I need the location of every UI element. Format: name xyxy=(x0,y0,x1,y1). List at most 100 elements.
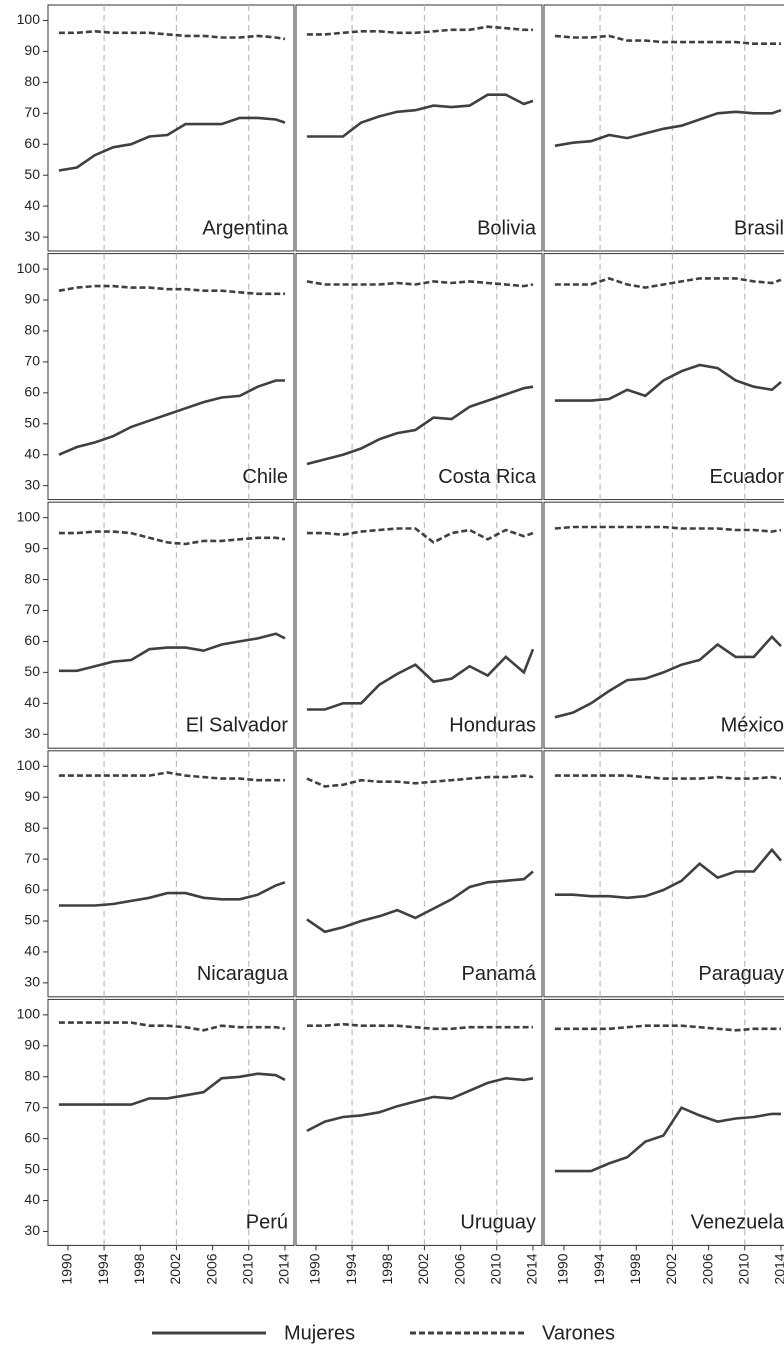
y-tick-label: 80 xyxy=(24,570,40,586)
y-tick-label: 80 xyxy=(24,819,40,835)
series-line xyxy=(306,93,534,138)
x-tick-label: 1994 xyxy=(343,1253,359,1284)
y-tick-label: 40 xyxy=(24,197,40,213)
series-line xyxy=(306,774,534,788)
series-line xyxy=(58,116,286,172)
series-line xyxy=(554,1106,781,1173)
y-tick-label: 50 xyxy=(24,663,40,679)
x-tick-label: 1994 xyxy=(95,1253,111,1284)
x-tick-label: 1990 xyxy=(307,1253,323,1284)
y-tick-label: 70 xyxy=(24,353,40,369)
y-tick-label: 70 xyxy=(24,1098,40,1114)
panel-title: Uruguay xyxy=(460,1212,536,1234)
y-tick-label: 30 xyxy=(24,725,40,741)
panel-frame xyxy=(543,253,784,501)
x-tick-label: 2002 xyxy=(415,1253,431,1284)
series-line xyxy=(306,870,534,934)
panel-title: Perú xyxy=(246,1212,288,1234)
panel-frame xyxy=(47,750,295,998)
panel-title: Argentina xyxy=(202,217,288,239)
y-tick-label: 90 xyxy=(24,539,40,555)
series-line xyxy=(58,1021,286,1032)
y-tick-label: 70 xyxy=(24,104,40,120)
series-line xyxy=(306,280,534,288)
x-tick-label: 2014 xyxy=(772,1253,784,1284)
panel-title: Panamá xyxy=(462,963,537,985)
panel-title: Honduras xyxy=(449,714,536,736)
y-tick-label: 90 xyxy=(24,788,40,804)
x-tick-label: 2010 xyxy=(487,1253,503,1284)
series-line xyxy=(554,525,782,533)
x-tick-label: 1990 xyxy=(59,1253,75,1284)
y-tick-label: 100 xyxy=(17,757,41,773)
panel-title: Venezuela xyxy=(691,1212,784,1234)
legend-label: Varones xyxy=(542,1322,615,1344)
y-tick-label: 90 xyxy=(24,42,40,58)
series-line xyxy=(554,108,782,148)
y-tick-label: 100 xyxy=(17,1006,41,1022)
y-tick-label: 60 xyxy=(24,632,40,648)
panel-title: Costa Rica xyxy=(438,466,537,488)
y-tick-label: 60 xyxy=(24,881,40,897)
panel-frame xyxy=(543,4,784,252)
series-line xyxy=(306,527,534,544)
series-line xyxy=(58,284,285,296)
panel-title: Chile xyxy=(242,466,288,488)
y-tick-label: 90 xyxy=(24,1037,40,1053)
panel-frame xyxy=(543,998,784,1246)
y-tick-label: 50 xyxy=(24,1160,40,1176)
y-tick-label: 70 xyxy=(24,850,40,866)
panel-frame xyxy=(295,253,543,501)
series-line xyxy=(554,774,782,780)
y-tick-label: 70 xyxy=(24,601,40,617)
x-tick-label: 2006 xyxy=(203,1253,219,1284)
x-tick-label: 2002 xyxy=(663,1253,679,1284)
panel-title: Nicaragua xyxy=(197,963,289,985)
series-line xyxy=(554,34,781,45)
series-line xyxy=(306,648,535,711)
series-line xyxy=(554,277,782,289)
y-tick-label: 40 xyxy=(24,943,40,959)
x-tick-label: 2010 xyxy=(735,1253,751,1284)
panel-frame xyxy=(295,501,543,749)
panel-title: México xyxy=(721,714,784,736)
series-line xyxy=(554,363,782,402)
y-tick-label: 80 xyxy=(24,73,40,89)
y-tick-label: 100 xyxy=(17,508,41,524)
series-line xyxy=(58,379,285,456)
y-tick-label: 40 xyxy=(24,694,40,710)
y-tick-label: 80 xyxy=(24,1067,40,1083)
panel-title: Paraguay xyxy=(698,963,784,985)
y-tick-label: 100 xyxy=(17,260,41,276)
x-tick-label: 1998 xyxy=(131,1253,147,1284)
x-tick-label: 2014 xyxy=(276,1253,292,1284)
y-tick-label: 50 xyxy=(24,166,40,182)
series-line xyxy=(554,634,782,719)
y-tick-label: 30 xyxy=(24,1222,40,1238)
x-tick-label: 1994 xyxy=(591,1253,607,1284)
series-line xyxy=(58,29,286,41)
x-tick-label: 2014 xyxy=(524,1253,540,1284)
y-tick-label: 50 xyxy=(24,912,40,928)
panel-frame xyxy=(47,253,295,501)
x-tick-label: 1998 xyxy=(379,1253,395,1284)
series-line xyxy=(58,1072,286,1106)
y-tick-label: 30 xyxy=(24,228,40,244)
series-line xyxy=(306,1076,534,1133)
panel-frame xyxy=(295,750,543,998)
series-line xyxy=(58,771,285,782)
series-line xyxy=(306,385,534,466)
panel-frame xyxy=(295,998,543,1246)
panel-frame xyxy=(47,998,295,1246)
panel-frame xyxy=(543,750,784,998)
panel-frame xyxy=(295,4,543,252)
series-line xyxy=(554,847,782,900)
y-tick-label: 90 xyxy=(24,291,40,307)
series-line xyxy=(58,881,286,907)
x-tick-label: 1998 xyxy=(627,1253,643,1284)
y-tick-label: 100 xyxy=(17,11,41,27)
y-tick-label: 50 xyxy=(24,414,40,430)
series-line xyxy=(306,25,533,36)
panel-title: Brasil xyxy=(734,217,784,239)
